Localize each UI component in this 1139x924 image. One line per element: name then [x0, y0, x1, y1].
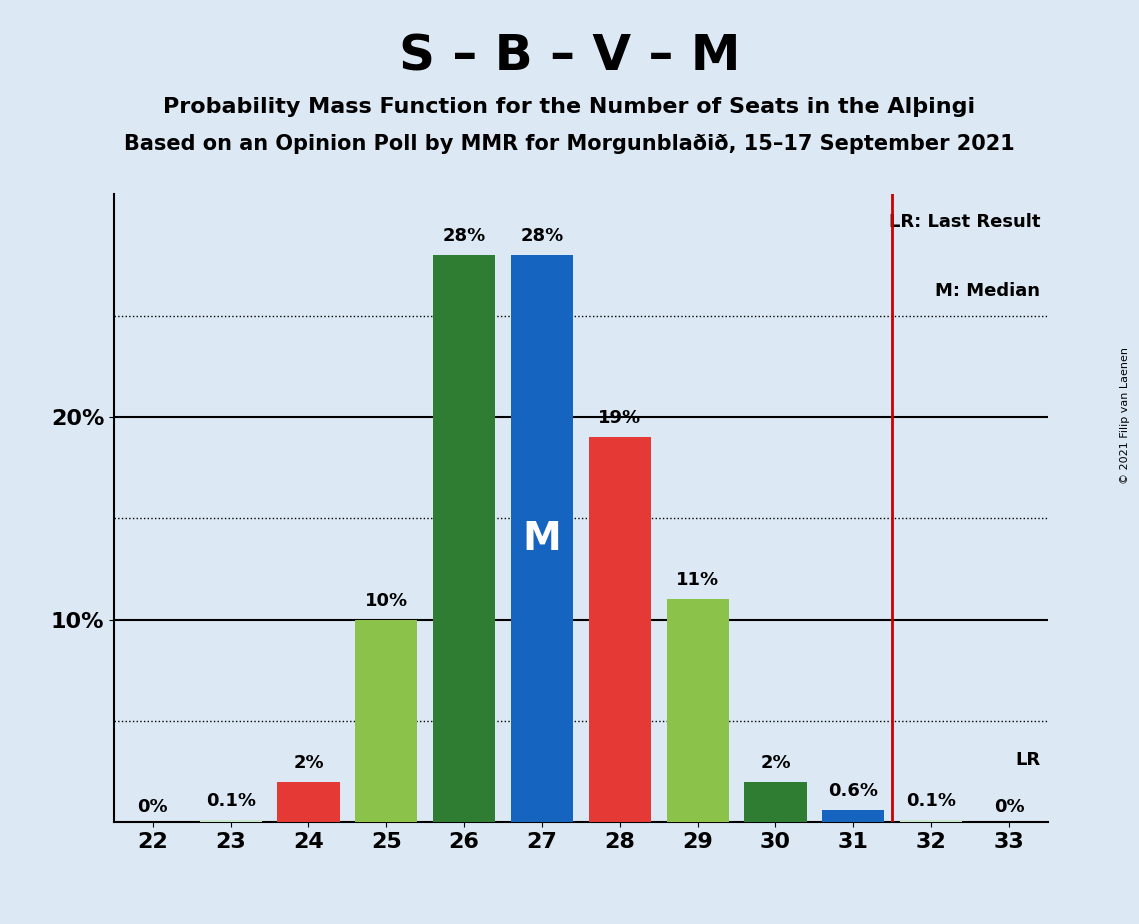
Text: S – B – V – M: S – B – V – M	[399, 32, 740, 80]
Text: 11%: 11%	[677, 571, 719, 590]
Text: 0.1%: 0.1%	[907, 792, 956, 810]
Text: 19%: 19%	[598, 409, 641, 427]
Text: LR: LR	[1015, 751, 1040, 770]
Text: 10%: 10%	[364, 591, 408, 610]
Bar	[745, 782, 806, 822]
Bar	[433, 255, 495, 822]
Bar	[199, 821, 262, 822]
Text: 0.1%: 0.1%	[206, 792, 255, 810]
Bar	[666, 600, 729, 822]
Text: 28%: 28%	[521, 226, 564, 245]
Text: M: M	[523, 519, 562, 557]
Text: Probability Mass Function for the Number of Seats in the Alþingi: Probability Mass Function for the Number…	[163, 97, 976, 117]
Text: 0.6%: 0.6%	[828, 782, 878, 800]
Text: 2%: 2%	[293, 754, 323, 772]
Bar	[355, 620, 418, 822]
Bar	[900, 821, 962, 822]
Text: 28%: 28%	[443, 226, 485, 245]
Bar	[589, 437, 652, 822]
Text: LR: Last Result: LR: Last Result	[888, 213, 1040, 231]
Bar	[822, 810, 884, 822]
Text: 0%: 0%	[138, 798, 169, 816]
Bar	[511, 255, 573, 822]
Text: Based on an Opinion Poll by MMR for Morgunblaðið, 15–17 September 2021: Based on an Opinion Poll by MMR for Morg…	[124, 134, 1015, 154]
Text: M: Median: M: Median	[935, 282, 1040, 300]
Text: © 2021 Filip van Laenen: © 2021 Filip van Laenen	[1121, 347, 1130, 484]
Text: 0%: 0%	[993, 798, 1024, 816]
Bar	[278, 782, 339, 822]
Text: 2%: 2%	[760, 754, 790, 772]
